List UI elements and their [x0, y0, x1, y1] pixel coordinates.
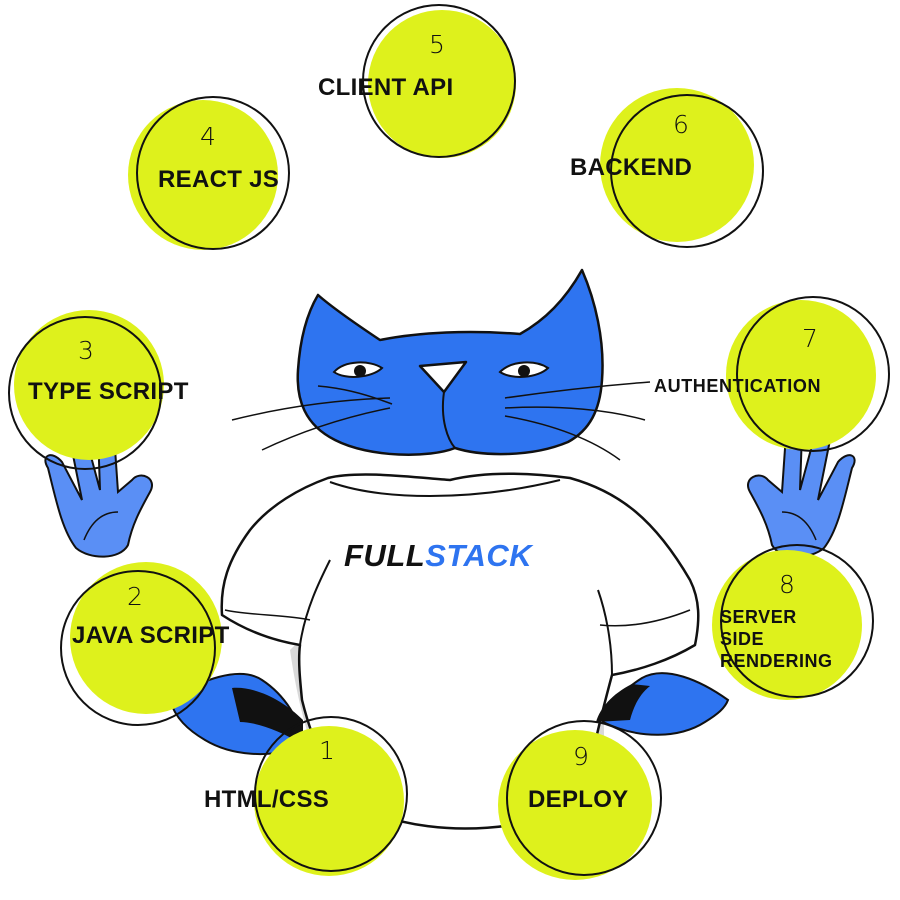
logo-part-full: FULL	[344, 538, 426, 573]
step-label: HTML/CSS	[204, 786, 330, 813]
step-label-line: SIDE	[720, 629, 765, 649]
step-8-bubble: 8 SERVER SIDE RENDERING	[712, 544, 874, 706]
step-7-bubble: 7 AUTHENTICATION	[654, 296, 894, 462]
step-label-line: RENDERING	[720, 651, 833, 671]
step-2-bubble: 2 JAVA SCRIPT	[60, 562, 230, 726]
fullstack-logo: FULLSTACK	[344, 538, 532, 574]
step-label: REACT JS	[158, 166, 280, 193]
step-label: CLIENT API	[318, 74, 454, 101]
step-1-bubble: 1 HTML/CSS	[204, 716, 410, 882]
step-9-bubble: 9 DEPLOY	[498, 720, 664, 884]
step-4-bubble: 4 REACT JS	[128, 96, 296, 256]
step-label-line: SERVER	[720, 607, 797, 627]
step-number: 6	[673, 110, 689, 139]
step-6-bubble: 6 BACKEND	[570, 86, 766, 250]
step-number: 4	[200, 122, 216, 151]
step-5-bubble: 5 CLIENT API	[318, 4, 530, 160]
step-label-lines: SERVER SIDE RENDERING	[720, 606, 833, 672]
step-label: AUTHENTICATION	[654, 376, 822, 396]
step-number: 3	[78, 336, 94, 365]
step-label: DEPLOY	[528, 786, 629, 813]
step-label: TYPE SCRIPT	[28, 378, 189, 405]
step-number: 1	[319, 736, 335, 765]
step-number: 8	[779, 570, 795, 599]
step-3-bubble: 3 TYPE SCRIPT	[8, 310, 188, 472]
step-number: 2	[127, 582, 143, 611]
step-number: 7	[802, 324, 818, 353]
step-label: JAVA SCRIPT	[72, 622, 230, 649]
logo-part-stack: STACK	[425, 538, 533, 573]
step-label: BACKEND	[570, 154, 693, 181]
step-number: 5	[429, 30, 445, 59]
step-number: 9	[573, 742, 589, 771]
